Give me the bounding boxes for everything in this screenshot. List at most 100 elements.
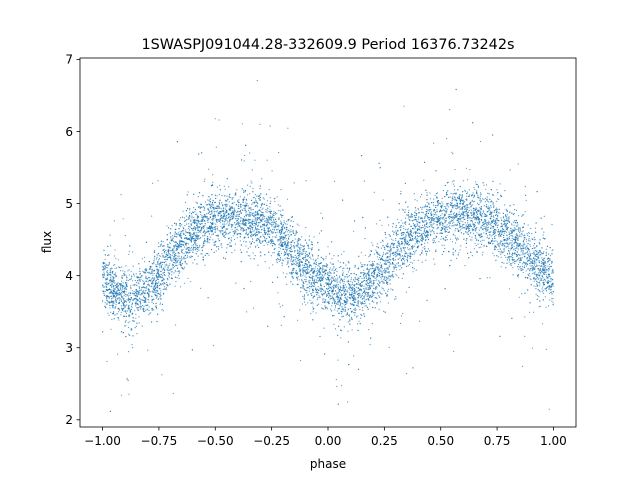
scatter-point bbox=[191, 215, 193, 217]
scatter-point bbox=[418, 235, 421, 237]
scatter-point bbox=[468, 229, 470, 231]
scatter-point bbox=[359, 292, 361, 294]
scatter-point bbox=[399, 237, 401, 239]
scatter-point bbox=[254, 216, 256, 218]
scatter-point bbox=[395, 230, 397, 232]
scatter-point bbox=[151, 309, 153, 311]
scatter-point bbox=[216, 235, 218, 237]
scatter-point bbox=[308, 280, 310, 282]
scatter-point bbox=[487, 210, 490, 212]
scatter-point bbox=[456, 224, 459, 226]
scatter-point bbox=[227, 221, 229, 223]
scatter-point bbox=[127, 295, 130, 297]
scatter-point bbox=[336, 385, 338, 388]
scatter-point bbox=[385, 270, 387, 272]
scatter-point bbox=[340, 282, 342, 284]
scatter-point bbox=[519, 234, 521, 236]
scatter-point bbox=[448, 218, 451, 220]
scatter-point bbox=[255, 198, 257, 200]
scatter-point bbox=[161, 374, 163, 376]
scatter-point bbox=[290, 260, 292, 262]
scatter-point bbox=[204, 178, 206, 180]
scatter-point bbox=[463, 223, 465, 225]
scatter-point bbox=[442, 203, 444, 205]
scatter-point bbox=[542, 286, 544, 288]
scatter-point bbox=[245, 202, 247, 204]
scatter-point bbox=[183, 282, 186, 284]
scatter-point bbox=[448, 223, 450, 225]
scatter-point bbox=[402, 225, 404, 227]
scatter-point bbox=[131, 299, 133, 301]
scatter-point bbox=[313, 236, 315, 238]
scatter-point bbox=[156, 253, 158, 255]
scatter-point bbox=[139, 308, 142, 310]
scatter-point bbox=[174, 245, 176, 247]
scatter-point bbox=[400, 265, 402, 267]
scatter-point bbox=[126, 282, 128, 284]
scatter-point bbox=[334, 284, 336, 286]
scatter-point bbox=[147, 281, 149, 283]
scatter-point bbox=[269, 223, 271, 225]
scatter-point bbox=[274, 211, 276, 214]
scatter-point bbox=[464, 211, 466, 213]
scatter-point bbox=[202, 245, 204, 247]
scatter-point bbox=[163, 252, 166, 254]
scatter-point bbox=[110, 311, 112, 313]
scatter-point bbox=[191, 248, 193, 250]
scatter-point bbox=[340, 313, 343, 315]
scatter-point bbox=[299, 309, 301, 311]
scatter-point bbox=[353, 297, 355, 299]
scatter-point bbox=[215, 228, 217, 230]
scatter-point bbox=[310, 267, 313, 270]
scatter-point bbox=[357, 290, 359, 292]
scatter-point bbox=[216, 221, 218, 223]
scatter-point bbox=[386, 278, 388, 280]
scatter-point bbox=[475, 239, 477, 241]
scatter-point bbox=[347, 275, 349, 277]
scatter-point bbox=[119, 287, 121, 289]
scatter-point bbox=[390, 245, 392, 247]
scatter-point bbox=[195, 241, 197, 243]
scatter-point bbox=[469, 217, 471, 219]
scatter-point bbox=[245, 213, 247, 215]
scatter-point bbox=[140, 289, 142, 291]
scatter-point bbox=[278, 224, 280, 227]
scatter-point bbox=[552, 272, 554, 274]
scatter-point bbox=[271, 224, 273, 226]
scatter-point bbox=[528, 253, 530, 255]
scatter-point bbox=[130, 286, 132, 289]
scatter-point bbox=[427, 209, 429, 211]
scatter-point bbox=[273, 210, 275, 212]
scatter-point bbox=[511, 254, 513, 256]
scatter-point bbox=[393, 233, 395, 235]
scatter-point bbox=[485, 184, 488, 186]
scatter-point bbox=[439, 219, 441, 221]
scatter-point bbox=[487, 227, 489, 229]
scatter-point bbox=[139, 273, 141, 275]
scatter-point bbox=[160, 264, 162, 266]
scatter-point bbox=[486, 230, 488, 232]
scatter-point bbox=[471, 239, 473, 241]
scatter-point bbox=[157, 278, 160, 281]
scatter-point bbox=[364, 299, 366, 301]
scatter-point bbox=[454, 223, 456, 226]
scatter-point bbox=[207, 236, 209, 238]
scatter-point bbox=[496, 207, 498, 209]
scatter-point bbox=[290, 258, 292, 260]
scatter-point bbox=[541, 323, 544, 325]
scatter-point bbox=[148, 314, 150, 316]
scatter-point bbox=[399, 257, 401, 259]
scatter-point bbox=[420, 237, 422, 239]
scatter-point bbox=[314, 278, 316, 280]
scatter-point bbox=[220, 232, 222, 234]
scatter-point bbox=[359, 294, 361, 296]
scatter-point bbox=[343, 310, 345, 312]
scatter-point bbox=[281, 242, 283, 244]
scatter-point bbox=[188, 243, 190, 245]
scatter-point bbox=[371, 266, 373, 268]
scatter-point bbox=[391, 226, 394, 228]
scatter-point bbox=[210, 205, 212, 207]
scatter-point bbox=[357, 295, 360, 297]
scatter-point bbox=[266, 223, 268, 225]
scatter-point bbox=[115, 257, 117, 259]
